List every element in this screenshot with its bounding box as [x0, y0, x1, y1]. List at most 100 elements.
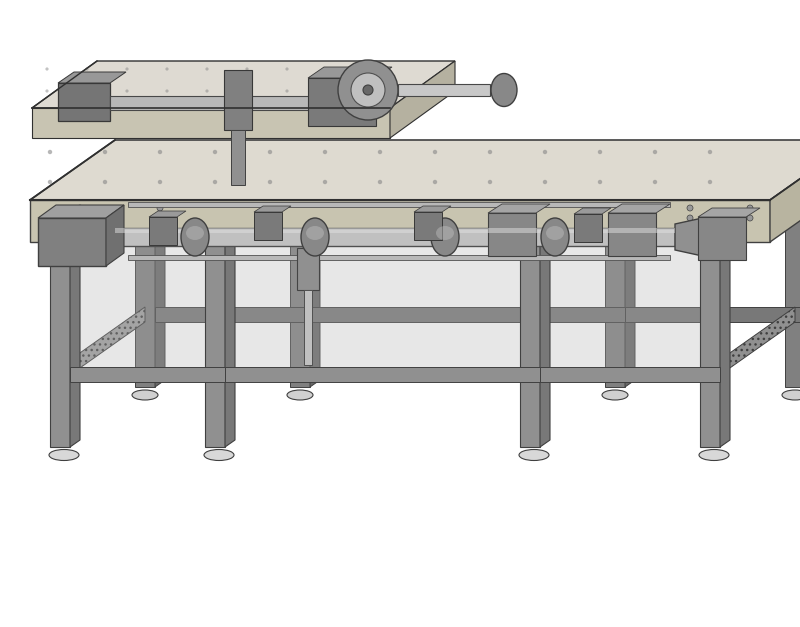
Polygon shape [50, 242, 70, 447]
Polygon shape [70, 235, 80, 447]
Circle shape [338, 60, 398, 120]
Bar [304, 290, 312, 365]
Circle shape [747, 215, 753, 221]
Polygon shape [608, 204, 670, 213]
Ellipse shape [782, 390, 800, 400]
Polygon shape [310, 307, 625, 322]
Polygon shape [106, 205, 124, 266]
Polygon shape [38, 218, 106, 266]
Circle shape [598, 150, 602, 154]
Ellipse shape [491, 73, 517, 107]
Polygon shape [488, 204, 550, 213]
Circle shape [366, 67, 369, 71]
Circle shape [62, 112, 68, 118]
Circle shape [166, 90, 169, 93]
Circle shape [286, 90, 289, 93]
Polygon shape [70, 242, 205, 367]
Circle shape [542, 150, 547, 154]
Polygon shape [58, 72, 126, 83]
Polygon shape [290, 182, 310, 387]
Polygon shape [710, 307, 795, 382]
Ellipse shape [49, 450, 79, 460]
Bar [128, 255, 670, 260]
Circle shape [365, 112, 371, 118]
Polygon shape [87, 219, 115, 255]
Circle shape [378, 150, 382, 154]
Polygon shape [254, 206, 291, 212]
Circle shape [166, 67, 169, 71]
Circle shape [598, 180, 602, 184]
Bar [115, 228, 675, 233]
Bar [149, 217, 177, 245]
Polygon shape [770, 140, 800, 242]
Circle shape [246, 90, 249, 93]
Circle shape [126, 67, 129, 71]
Polygon shape [225, 242, 520, 367]
Polygon shape [30, 200, 770, 242]
Bar [254, 212, 282, 240]
Circle shape [77, 215, 83, 221]
Polygon shape [540, 367, 720, 382]
Ellipse shape [541, 218, 569, 256]
Circle shape [102, 180, 107, 184]
Polygon shape [414, 206, 451, 212]
Circle shape [378, 180, 382, 184]
Polygon shape [38, 205, 124, 218]
Ellipse shape [132, 390, 158, 400]
Bar [574, 214, 602, 242]
Polygon shape [32, 61, 455, 108]
Bar [128, 202, 670, 207]
Circle shape [488, 150, 492, 154]
Ellipse shape [519, 450, 549, 460]
Polygon shape [224, 70, 252, 130]
Ellipse shape [602, 390, 628, 400]
Ellipse shape [306, 226, 324, 240]
Bar [297, 248, 319, 290]
Polygon shape [308, 67, 392, 78]
Circle shape [246, 67, 249, 71]
Polygon shape [310, 175, 320, 387]
Circle shape [708, 150, 712, 154]
Circle shape [206, 90, 209, 93]
Polygon shape [625, 175, 635, 387]
Circle shape [326, 67, 329, 71]
Polygon shape [135, 182, 155, 387]
Polygon shape [155, 307, 310, 322]
Circle shape [708, 180, 712, 184]
Circle shape [48, 180, 52, 184]
Polygon shape [225, 235, 235, 447]
Circle shape [351, 73, 385, 107]
Circle shape [433, 180, 437, 184]
Circle shape [157, 205, 163, 211]
Polygon shape [155, 175, 165, 387]
Ellipse shape [699, 450, 729, 460]
Polygon shape [390, 61, 455, 138]
Ellipse shape [186, 226, 204, 240]
Polygon shape [625, 307, 800, 322]
Circle shape [326, 90, 329, 93]
Circle shape [48, 150, 52, 154]
Polygon shape [698, 217, 746, 260]
Circle shape [366, 90, 369, 93]
Polygon shape [700, 242, 720, 447]
Ellipse shape [301, 218, 329, 256]
Circle shape [542, 180, 547, 184]
Polygon shape [488, 213, 536, 256]
Circle shape [286, 67, 289, 71]
Bar [110, 96, 380, 110]
Circle shape [687, 205, 693, 211]
Circle shape [687, 215, 693, 221]
Circle shape [338, 112, 343, 118]
Ellipse shape [181, 218, 209, 256]
Circle shape [213, 180, 218, 184]
Circle shape [323, 180, 327, 184]
Circle shape [126, 90, 129, 93]
Circle shape [433, 150, 437, 154]
Ellipse shape [436, 226, 454, 240]
Polygon shape [149, 211, 186, 217]
Bar [115, 228, 675, 246]
Polygon shape [225, 367, 540, 382]
Ellipse shape [546, 226, 564, 240]
Polygon shape [32, 108, 390, 138]
Polygon shape [608, 213, 656, 256]
